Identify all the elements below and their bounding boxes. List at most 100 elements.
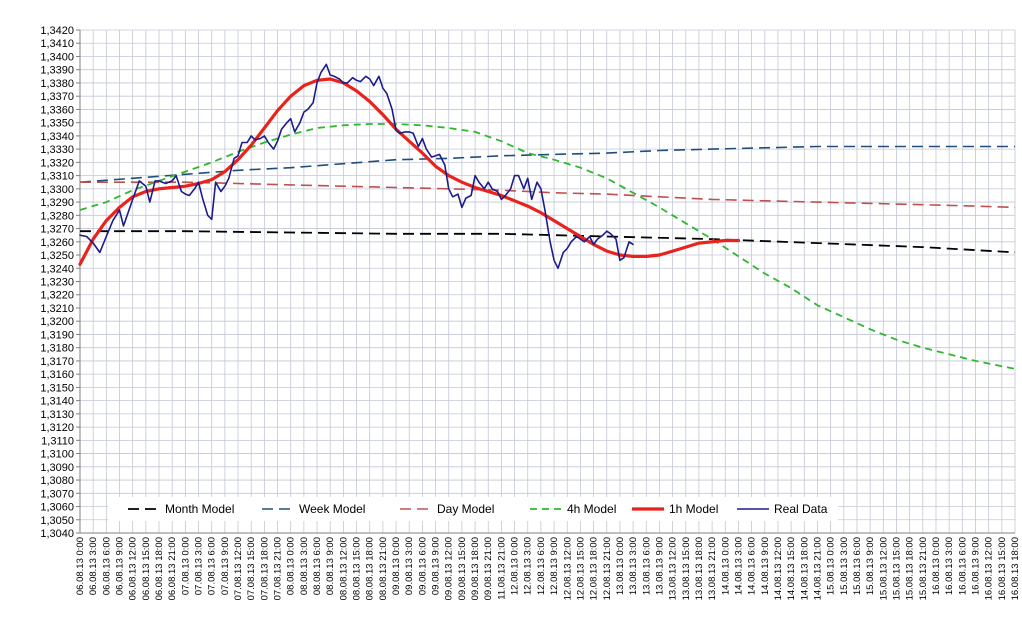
x-tick-label: 13.08.13 3:00	[628, 537, 639, 595]
x-tick-label: 12.08.13 15:00	[575, 537, 586, 600]
x-tick-label: 07.08.13 0:00	[180, 537, 191, 595]
y-tick-label: 1,3300	[40, 184, 74, 196]
x-axis-ticks: 06.08.13 0:00 06.08.13 3:00 06.08.13 6:00 0…	[75, 537, 1021, 600]
x-tick-label: 12.08.13 6:00	[536, 537, 547, 595]
x-tick-label: 16.08.13 3:00	[944, 537, 955, 595]
x-tick-label: 06.08.13 6:00	[101, 537, 112, 595]
x-tick-label: 15.08.13 21:00	[918, 537, 929, 600]
x-tick-label: 09.08.13 9:00	[431, 537, 442, 595]
y-tick-label: 1,3380	[40, 78, 74, 90]
y-tick-label: 1,3110	[41, 435, 74, 447]
y-tick-label: 1,3060	[40, 502, 74, 514]
y-tick-label: 1,3120	[40, 422, 74, 434]
x-tick-label: 09.08.13 21:00	[483, 537, 494, 600]
y-axis-ticks: 1,30401,30501,30601,30701,30801,30901,31…	[40, 25, 80, 540]
x-tick-label: 16.08.13 9:00	[970, 537, 981, 595]
x-tick-label: 06.08.13 12:00	[128, 537, 139, 600]
legend: Month Model Week Model Day Model 4h Model 1h…	[108, 497, 838, 521]
x-tick-label: 07.08.13 12:00	[233, 537, 244, 600]
x-tick-label: 13.08.13 18:00	[694, 537, 705, 600]
y-tick-label: 1,3180	[40, 343, 74, 355]
y-tick-label: 1,3360	[40, 104, 74, 116]
x-tick-label: 09.08.13 0:00	[391, 537, 402, 595]
y-tick-label: 1,3350	[40, 118, 74, 130]
y-tick-label: 1,3100	[40, 449, 74, 461]
x-tick-label: 09.08.13 3:00	[404, 537, 415, 595]
x-tick-label: 09.08.13 18:00	[470, 537, 481, 600]
y-tick-label: 1,3160	[40, 369, 74, 381]
y-tick-label: 1,3400	[40, 51, 74, 63]
x-tick-label: 08.08.13 21:00	[378, 537, 389, 600]
x-tick-label: 06.08.13 0:00	[75, 537, 86, 595]
y-tick-label: 1,3080	[40, 475, 74, 487]
x-tick-label: 12.08.13 12:00	[562, 537, 573, 600]
y-tick-label: 1,3200	[40, 316, 74, 328]
legend-label: Week Model	[299, 502, 365, 516]
y-tick-label: 1,3050	[40, 515, 74, 527]
legend-label: 4h Model	[567, 502, 616, 516]
y-tick-label: 1,3310	[40, 171, 74, 183]
x-tick-label: 15.08.13 12:00	[878, 537, 889, 600]
x-tick-label: 07.08.13 3:00	[194, 537, 205, 595]
legend-label: 1h Model	[669, 502, 718, 516]
x-tick-label: 07.08.13 18:00	[259, 537, 270, 600]
x-tick-label: 08.08.13 6:00	[312, 537, 323, 595]
x-tick-label: 08.08.13 9:00	[325, 537, 336, 595]
y-tick-label: 1,3040	[40, 528, 74, 540]
y-tick-label: 1,3330	[40, 144, 74, 156]
y-tick-label: 1,3320	[40, 157, 74, 169]
x-tick-label: 12.08.13 21:00	[602, 537, 613, 600]
x-tick-label: 08.08.13 18:00	[365, 537, 376, 600]
x-tick-label: 16.08.13 0:00	[931, 537, 942, 595]
y-tick-label: 1,3390	[40, 65, 74, 77]
x-tick-label: 14.08.13 12:00	[773, 537, 784, 600]
series-lines	[78, 63, 1016, 370]
x-tick-label: 14.08.13 15:00	[786, 537, 797, 600]
x-tick-label: 06.08.13 18:00	[154, 537, 165, 600]
y-tick-label: 1,3250	[40, 250, 74, 262]
legend-label: Real Data	[774, 502, 828, 516]
y-tick-label: 1,3370	[40, 91, 74, 103]
series-line-month-model	[80, 230, 1016, 254]
y-tick-label: 1,3410	[40, 38, 74, 50]
x-tick-label: 06.08.13 21:00	[167, 537, 178, 600]
x-tick-label: 13.08.13 9:00	[654, 537, 665, 595]
x-tick-label: 16.08.13 12:00	[984, 537, 995, 600]
legend-label: Month Model	[165, 502, 234, 516]
series-line-4h-model	[79, 123, 1016, 370]
x-tick-label: 14.08.13 6:00	[747, 537, 758, 595]
x-tick-label: 14.08.13 21:00	[812, 537, 823, 600]
x-tick-label: 14.08.13 9:00	[760, 537, 771, 595]
y-tick-label: 1,3240	[40, 263, 74, 275]
x-tick-label: 15.08.13 0:00	[826, 537, 837, 595]
x-tick-label: 07.08.13 9:00	[220, 537, 231, 595]
x-tick-label: 08.08.13 0:00	[286, 537, 297, 595]
x-tick-label: 13.08.13 6:00	[641, 537, 652, 595]
x-tick-label: 07.08.13 21:00	[273, 537, 284, 600]
legend-box	[108, 497, 838, 521]
series-line-real-data	[79, 63, 634, 270]
x-tick-label: 14.08.13 3:00	[733, 537, 744, 595]
x-tick-label: 15.08.13 9:00	[865, 537, 876, 595]
y-tick-label: 1,3220	[40, 290, 74, 302]
x-tick-label: 15.08.13 3:00	[839, 537, 850, 595]
y-tick-label: 1,3290	[40, 197, 74, 209]
x-tick-label: 14.08.13 0:00	[720, 537, 731, 595]
x-tick-label: 09.08.13 15:00	[457, 537, 468, 600]
legend-label: Day Model	[437, 502, 494, 516]
y-tick-label: 1,3210	[40, 303, 74, 315]
x-tick-label: 12.08.13 9:00	[549, 537, 560, 595]
x-tick-label: 11.08.13 21:00	[496, 537, 507, 600]
x-tick-label: 16.08.13 15:00	[997, 537, 1008, 600]
series-line-1h-model	[78, 77, 741, 266]
x-tick-label: 06.08.13 9:00	[115, 537, 126, 595]
y-tick-label: 1,3230	[40, 277, 74, 289]
y-tick-label: 1,3340	[40, 131, 74, 143]
x-tick-label: 16.08.13 18:00	[1010, 537, 1021, 600]
y-tick-label: 1,3270	[40, 224, 74, 236]
y-tick-label: 1,3190	[40, 329, 74, 341]
x-tick-label: 07.08.13 15:00	[246, 537, 257, 600]
x-tick-label: 15.08.13 6:00	[852, 537, 863, 595]
